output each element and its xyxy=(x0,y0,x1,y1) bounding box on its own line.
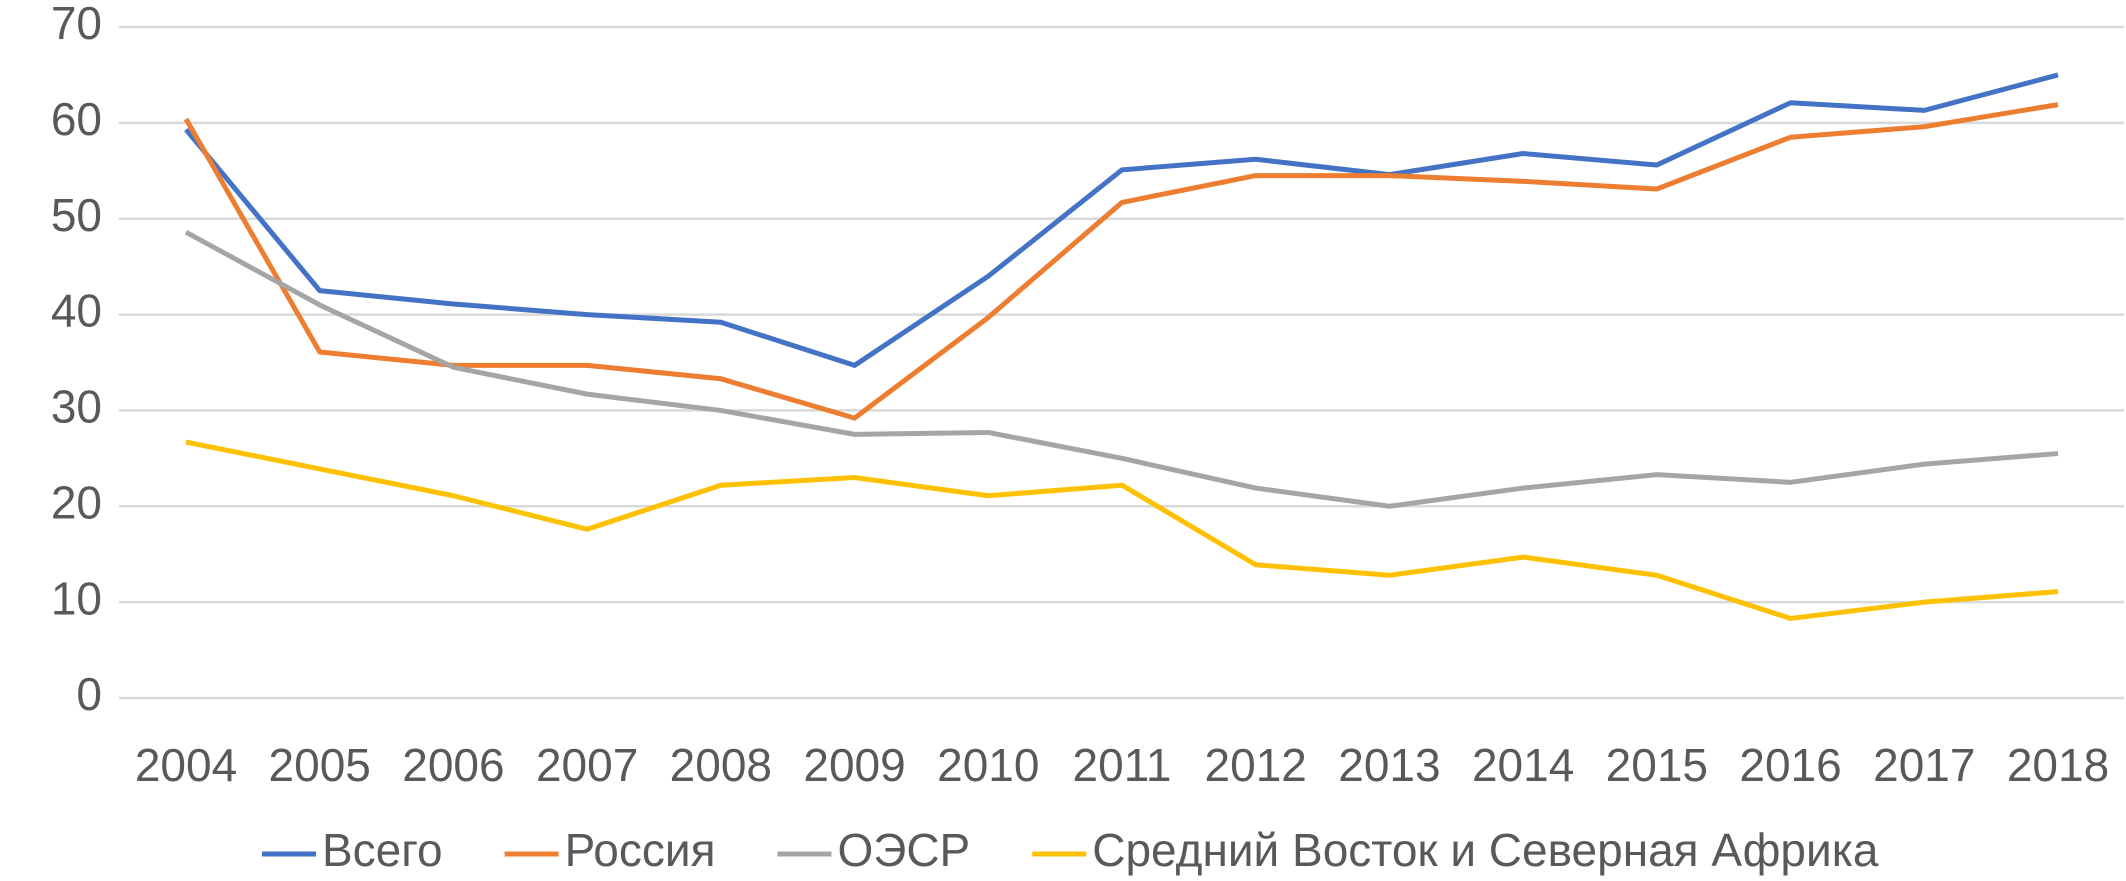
series-line xyxy=(183,102,2059,421)
x-tick-label: 2004 xyxy=(135,739,237,791)
legend-label: Средний Восток и Северная Африка xyxy=(1092,824,1879,876)
y-tick-label: 0 xyxy=(76,668,102,720)
y-tick-label: 60 xyxy=(51,93,102,145)
x-tick-label: 2006 xyxy=(402,739,504,791)
x-tick-label: 2012 xyxy=(1205,739,1307,791)
x-tick-label: 2018 xyxy=(2007,739,2109,791)
x-tick-label: 2011 xyxy=(1073,739,1172,791)
legend-label: Всего xyxy=(322,824,443,876)
y-tick-label: 20 xyxy=(51,476,102,528)
y-tick-label: 40 xyxy=(51,285,102,337)
y-tick-label: 30 xyxy=(51,381,102,433)
legend-label: Россия xyxy=(565,824,716,876)
x-tick-label: 2014 xyxy=(1472,739,1574,791)
series-line xyxy=(185,439,2059,621)
y-tick-label: 10 xyxy=(51,572,102,624)
x-tick-label: 2017 xyxy=(1873,739,1975,791)
series-line xyxy=(184,229,2059,509)
series-line xyxy=(184,72,2059,368)
legend-label: ОЭСР xyxy=(837,824,970,876)
x-tick-label: 2016 xyxy=(1739,739,1841,791)
x-tick-label: 2009 xyxy=(803,739,905,791)
y-tick-label: 50 xyxy=(51,189,102,241)
y-tick-label: 70 xyxy=(51,0,102,49)
x-tick-label: 2008 xyxy=(670,739,772,791)
x-tick-label: 2015 xyxy=(1606,739,1708,791)
x-tick-label: 2005 xyxy=(269,739,371,791)
x-tick-label: 2010 xyxy=(937,739,1039,791)
x-tick-label: 2007 xyxy=(536,739,638,791)
x-tick-label: 2013 xyxy=(1338,739,1440,791)
